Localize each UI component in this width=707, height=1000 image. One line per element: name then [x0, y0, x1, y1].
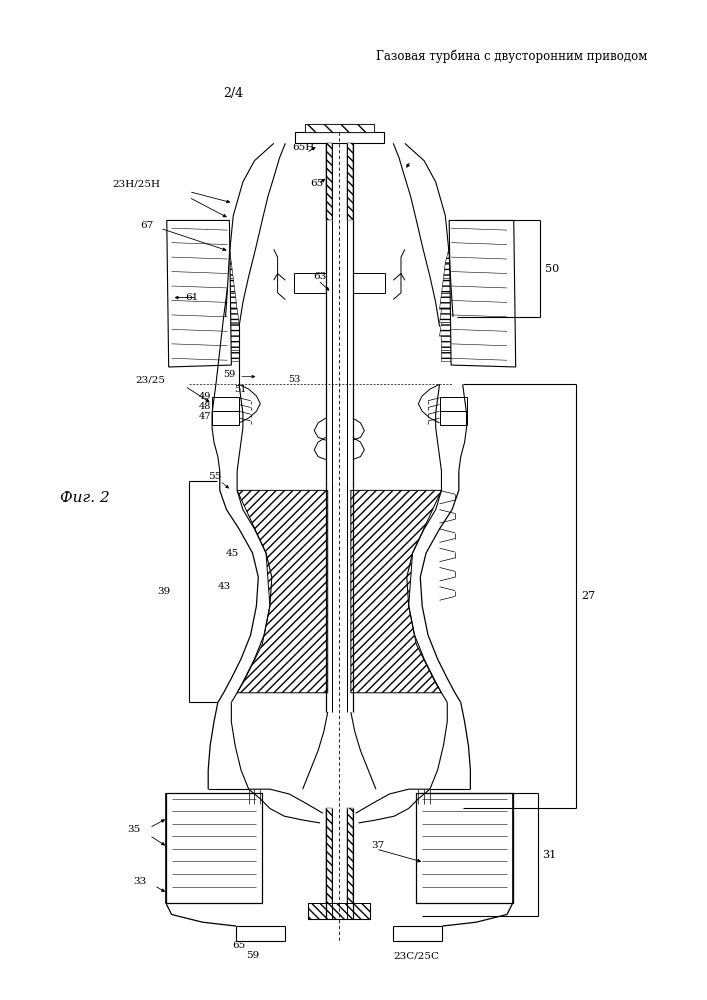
Text: Фиг. 2: Фиг. 2: [60, 491, 110, 505]
Polygon shape: [170, 822, 258, 833]
Polygon shape: [449, 232, 509, 247]
Polygon shape: [237, 490, 328, 693]
Polygon shape: [170, 847, 258, 858]
Text: 50: 50: [544, 264, 559, 274]
Text: 48: 48: [199, 402, 211, 411]
Polygon shape: [420, 885, 509, 895]
Polygon shape: [420, 809, 509, 820]
Polygon shape: [170, 860, 258, 870]
Polygon shape: [167, 220, 231, 367]
Polygon shape: [420, 847, 509, 858]
Polygon shape: [347, 808, 353, 919]
Polygon shape: [420, 822, 509, 833]
Polygon shape: [420, 872, 509, 883]
Polygon shape: [170, 872, 258, 883]
Polygon shape: [440, 411, 467, 425]
Polygon shape: [443, 263, 501, 278]
Text: 39: 39: [157, 587, 170, 596]
Text: 2/4: 2/4: [223, 87, 243, 100]
Polygon shape: [347, 143, 353, 220]
Polygon shape: [420, 797, 509, 807]
Polygon shape: [440, 294, 498, 309]
Polygon shape: [308, 903, 370, 919]
Polygon shape: [168, 294, 237, 309]
Polygon shape: [440, 397, 467, 411]
Text: 47: 47: [199, 412, 211, 421]
Polygon shape: [170, 809, 258, 820]
Polygon shape: [441, 278, 499, 294]
Polygon shape: [305, 124, 374, 132]
Text: 61: 61: [185, 293, 199, 302]
Polygon shape: [440, 309, 496, 323]
Text: 43: 43: [218, 582, 231, 591]
Polygon shape: [170, 323, 239, 336]
Polygon shape: [170, 834, 258, 845]
Polygon shape: [441, 350, 491, 361]
Text: 45: 45: [226, 549, 239, 558]
Polygon shape: [169, 309, 239, 323]
Polygon shape: [295, 132, 384, 143]
Polygon shape: [441, 336, 491, 350]
Text: 23Н/25Н: 23Н/25Н: [112, 179, 160, 188]
Text: 65: 65: [310, 179, 324, 188]
Polygon shape: [351, 490, 441, 693]
Polygon shape: [440, 323, 493, 336]
Polygon shape: [172, 232, 229, 247]
Polygon shape: [172, 350, 239, 361]
Text: 35: 35: [127, 825, 141, 834]
Text: 51: 51: [234, 385, 247, 394]
Polygon shape: [420, 834, 509, 845]
Text: 63: 63: [313, 272, 327, 281]
Text: 55: 55: [208, 472, 221, 481]
Text: 65Н: 65Н: [292, 143, 315, 152]
Text: 23/25: 23/25: [135, 376, 165, 385]
Polygon shape: [170, 885, 258, 895]
Text: 67: 67: [140, 221, 153, 230]
Text: 37: 37: [371, 841, 385, 850]
Text: Газовая турбина с двусторонним приводом: Газовая турбина с двусторонним приводом: [376, 50, 648, 63]
Text: 31: 31: [542, 850, 556, 860]
Text: 53: 53: [288, 375, 300, 384]
Polygon shape: [166, 793, 262, 903]
Polygon shape: [305, 124, 374, 132]
Text: 33: 33: [133, 877, 146, 886]
Text: 23С/25С: 23С/25С: [393, 951, 439, 960]
Text: 49: 49: [199, 392, 211, 401]
Polygon shape: [170, 247, 231, 263]
Polygon shape: [212, 397, 239, 411]
Polygon shape: [170, 797, 258, 807]
Polygon shape: [170, 336, 239, 350]
Polygon shape: [168, 278, 235, 294]
Text: 59: 59: [223, 370, 236, 379]
Polygon shape: [212, 411, 239, 425]
Polygon shape: [326, 808, 332, 919]
Polygon shape: [326, 143, 332, 220]
Polygon shape: [420, 860, 509, 870]
Polygon shape: [445, 247, 505, 263]
Text: 27: 27: [581, 591, 595, 601]
Text: 65: 65: [233, 941, 245, 950]
Polygon shape: [449, 220, 515, 367]
Polygon shape: [416, 793, 513, 903]
Text: 59: 59: [246, 951, 259, 960]
Polygon shape: [169, 263, 233, 278]
